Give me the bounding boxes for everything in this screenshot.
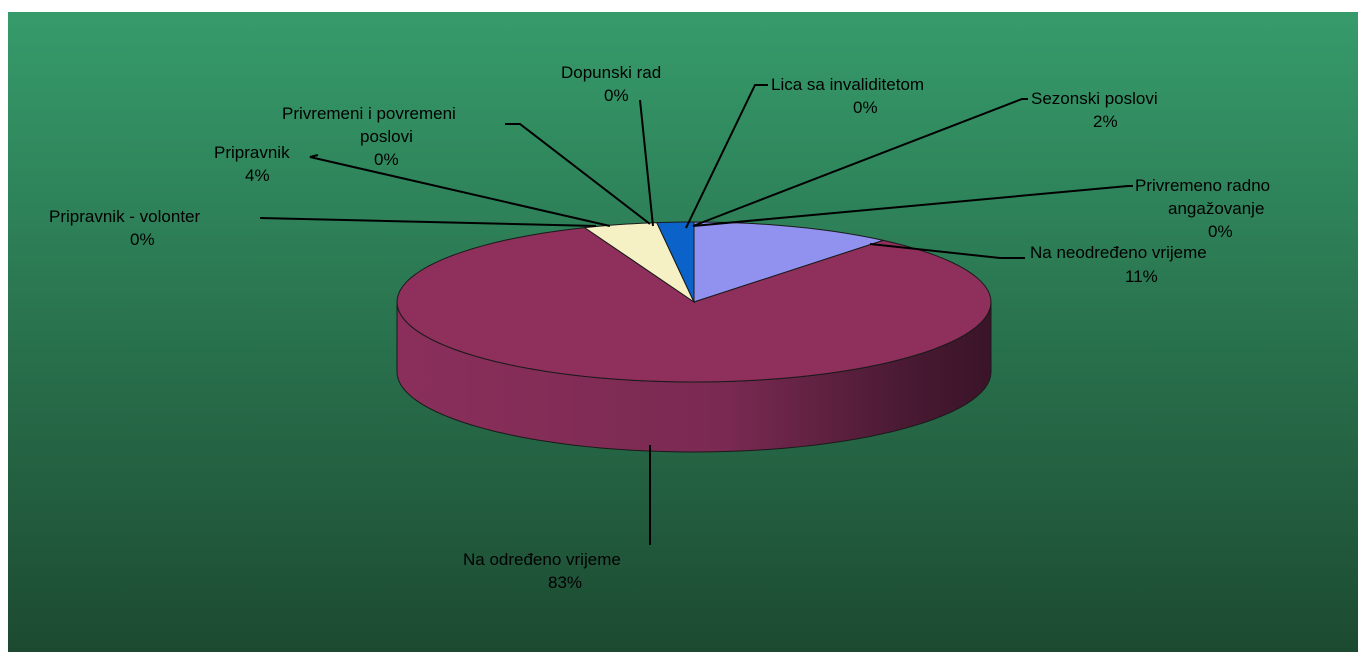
label-lica-invaliditetom: Lica sa invaliditetom bbox=[771, 75, 924, 94]
leader-line-3 bbox=[309, 154, 611, 227]
label-privremeni-povremeni-pct: 0% bbox=[374, 150, 399, 169]
label-pripravnik-volonter-pct: 0% bbox=[130, 230, 155, 249]
label-lica-invaliditetom-pct: 0% bbox=[853, 98, 878, 117]
label-pripravnik-volonter: Pripravnik - volonter bbox=[49, 207, 201, 226]
pie-slice-1 bbox=[396, 227, 992, 383]
label-dopunski-rad-pct: 0% bbox=[604, 86, 629, 105]
leader-line-5 bbox=[639, 99, 654, 227]
pie-slice-0 bbox=[693, 221, 886, 303]
label-sezonski-poslovi-pct: 2% bbox=[1093, 112, 1118, 131]
label-dopunski-rad: Dopunski rad bbox=[561, 63, 661, 82]
leader-line-7 bbox=[692, 98, 1028, 227]
leader-line-2 bbox=[259, 217, 597, 227]
leader-line-4 bbox=[505, 123, 651, 225]
pie-slice-6 bbox=[655, 221, 695, 303]
label-na-odredeno: Na određeno vrijeme bbox=[463, 550, 621, 569]
label-privremeno-radno-2: angažovanje bbox=[1168, 199, 1264, 218]
label-privremeno-radno-1: Privremeno radno bbox=[1135, 176, 1270, 195]
label-sezonski-poslovi: Sezonski poslovi bbox=[1031, 89, 1158, 108]
label-privremeni-povremeni-2: poslovi bbox=[360, 127, 413, 146]
leader-line-8 bbox=[692, 185, 1133, 227]
pie-slice-3 bbox=[583, 222, 696, 304]
label-privremeno-radno-pct: 0% bbox=[1208, 222, 1233, 241]
leader-line-0 bbox=[869, 243, 1025, 259]
label-na-neodredeno-pct: 11% bbox=[1125, 267, 1158, 286]
label-pripravnik: Pripravnik bbox=[214, 143, 290, 162]
leader-line-6 bbox=[685, 84, 768, 229]
label-na-odredeno-pct: 83% bbox=[548, 573, 582, 592]
label-na-neodredeno: Na neodređeno vrijeme bbox=[1030, 243, 1207, 262]
label-privremeni-povremeni-1: Privremeni i povremeni bbox=[282, 104, 456, 123]
label-pripravnik-pct: 4% bbox=[245, 166, 270, 185]
